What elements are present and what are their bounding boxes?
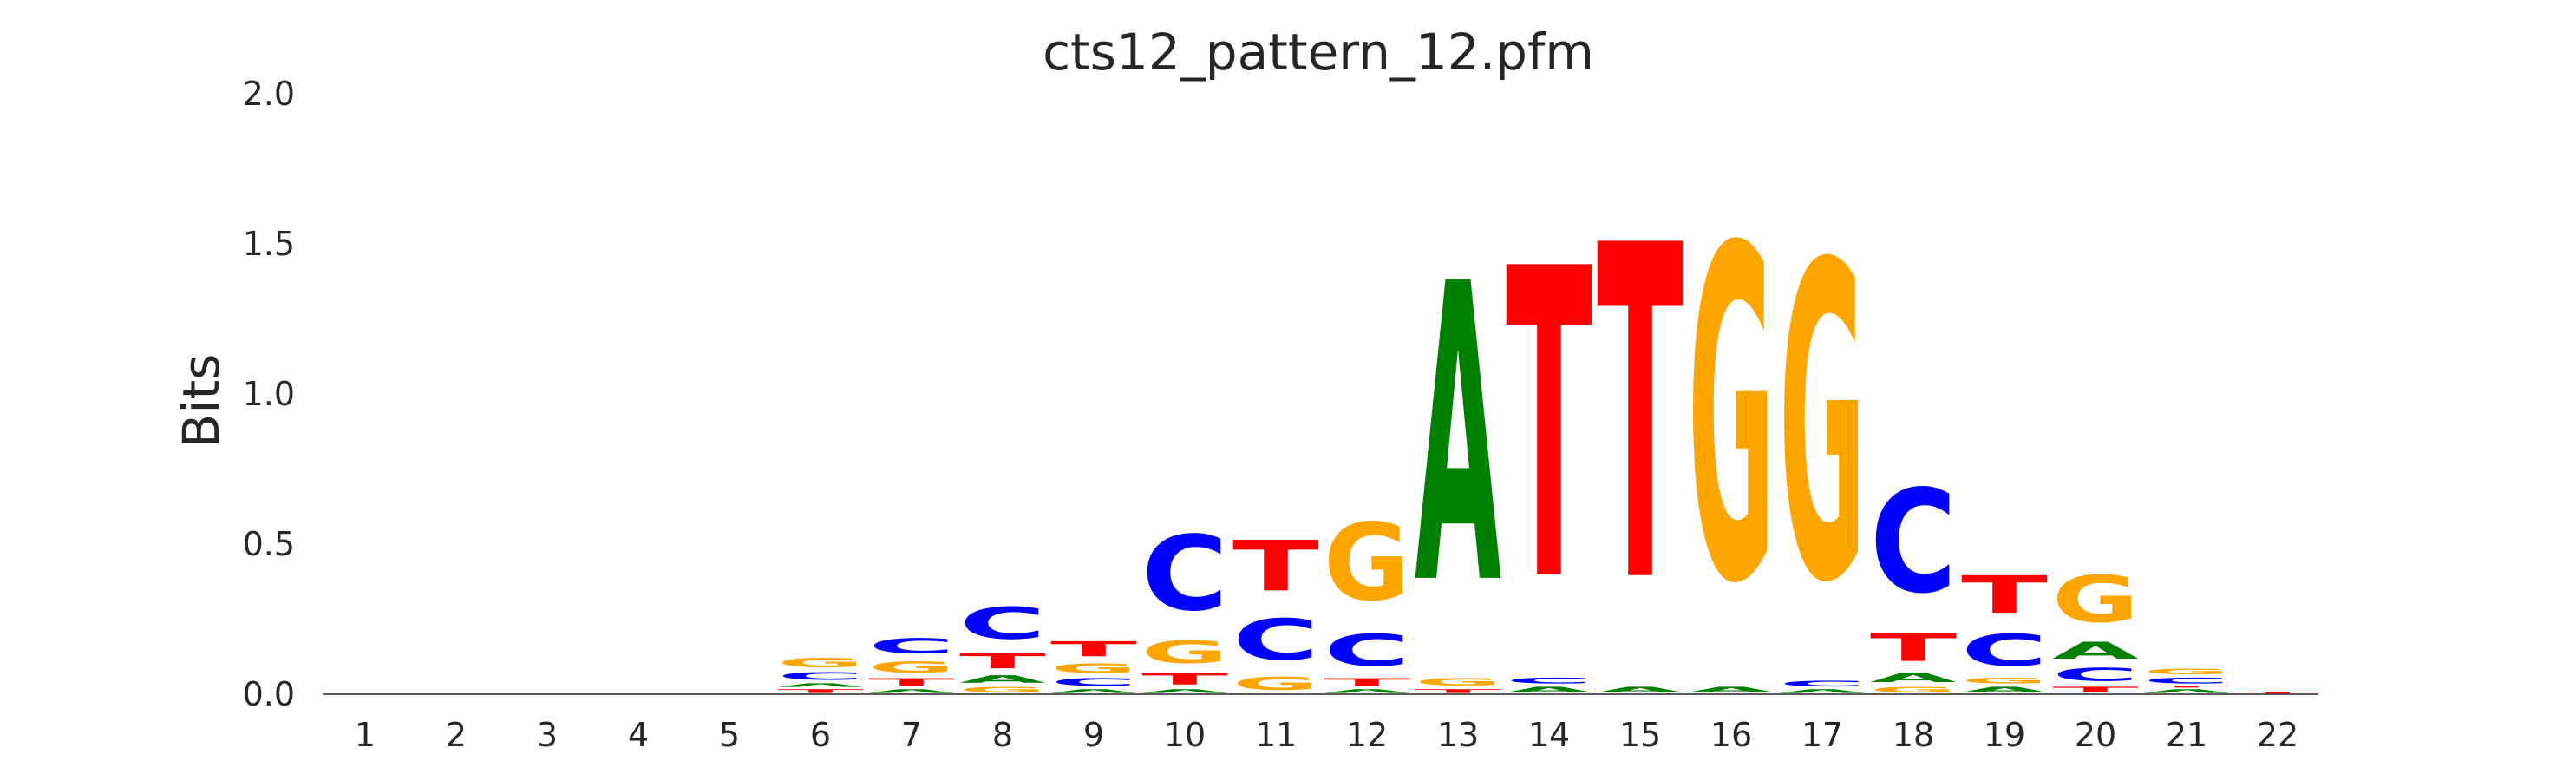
x-tick-label: 19: [1984, 716, 2025, 754]
logo-letter: G: [777, 655, 864, 670]
logo-letter: G: [868, 658, 955, 676]
logo-letter: C: [959, 599, 1046, 649]
logo-letter: A: [1961, 686, 2048, 694]
logo-letter: C: [1050, 676, 1137, 688]
y-tick-label: 1.0: [243, 375, 295, 413]
logo-letter: G: [1870, 686, 1957, 694]
x-tick-label: 10: [1164, 716, 1206, 754]
logo-letter: G: [1324, 502, 1410, 625]
logo-letter: C: [1961, 626, 2048, 676]
x-tick-label: 21: [2166, 716, 2207, 754]
logo-letter: A: [1324, 688, 1410, 694]
logo-letter: C: [2052, 664, 2139, 685]
x-tick-label: 13: [1437, 716, 1479, 754]
y-axis-label: Bits: [172, 354, 231, 449]
logo-letter: T: [2234, 692, 2321, 694]
y-tick-label: 0.5: [243, 525, 295, 563]
logo-letter: C: [1506, 676, 1592, 685]
logo-letter: G: [2143, 667, 2230, 676]
logo-letter: G: [1779, 174, 1866, 678]
logo-letter: C: [1870, 460, 1957, 625]
logo-letter: A: [868, 688, 955, 694]
logo-letter: T: [1415, 688, 1501, 694]
chart-title: cts12_pattern_12.pfm: [1043, 23, 1594, 82]
y-tick-label: 0.0: [243, 675, 295, 713]
logo-letter: C: [777, 670, 864, 682]
x-tick-label: 1: [355, 716, 376, 754]
logo-letter: C: [1141, 515, 1228, 634]
logo-letter: G: [959, 686, 1046, 694]
logo-letter: T: [1597, 151, 1684, 685]
x-axis-ticks: 1 2 3 4 5 6 7 8 9 10 11 12 13 14 15 16 17 18 19 20 21 22: [355, 716, 2298, 754]
x-tick-label: 17: [1801, 716, 1843, 754]
logo-letter: A: [1050, 688, 1137, 694]
logo-letter: T: [959, 649, 1047, 673]
logo-letter: T: [1232, 526, 1319, 607]
logo-letter: C: [868, 634, 955, 659]
logo-letter: A: [1141, 688, 1228, 694]
x-tick-label: 5: [719, 716, 740, 754]
y-tick-label: 1.5: [243, 225, 295, 263]
x-tick-label: 15: [1619, 716, 1661, 754]
logo-letter: T: [1961, 565, 2048, 625]
logo-letter: A: [1688, 686, 1775, 694]
x-tick-label: 9: [1083, 716, 1104, 754]
logo-letter: C: [1324, 626, 1410, 676]
x-tick-label: 3: [537, 716, 558, 754]
x-tick-label: 22: [2257, 716, 2298, 754]
logo-letter: A: [2143, 688, 2230, 694]
logo-letter: T: [868, 676, 955, 688]
logo-letter: A: [959, 673, 1046, 686]
logo-letter: T: [1506, 180, 1593, 675]
logo-letter: C: [1232, 607, 1319, 673]
logo-letter: C: [1779, 679, 1866, 688]
logo-letter: T: [1870, 625, 1957, 670]
logo-letter: G: [1141, 634, 1228, 670]
logo-letter: A: [1597, 686, 1684, 694]
logo-letter: A: [1506, 686, 1592, 694]
logo-letter: A: [1779, 688, 1866, 694]
logo-letter: G: [1688, 153, 1775, 684]
logo-letter: G: [2052, 561, 2139, 637]
logo-letter: G: [1415, 676, 1501, 688]
logo-letter: T: [1050, 637, 1138, 661]
x-tick-label: 12: [1346, 716, 1388, 754]
logo-letter: A: [2052, 637, 2139, 664]
x-tick-label: 6: [810, 716, 831, 754]
x-tick-label: 4: [628, 716, 649, 754]
logo-letter: A: [1870, 670, 1957, 685]
logo-letter: T: [1141, 670, 1228, 688]
x-tick-label: 2: [446, 716, 467, 754]
logo-letter: T: [2052, 686, 2139, 694]
logo-letter: G: [1961, 676, 2048, 685]
x-tick-label: 20: [2075, 716, 2116, 754]
logo-letter: G: [1050, 661, 1137, 676]
x-tick-label: 18: [1893, 716, 1934, 754]
x-tick-label: 14: [1528, 716, 1570, 754]
logo-letter: T: [1324, 676, 1410, 688]
x-tick-label: 8: [992, 716, 1013, 754]
x-tick-label: 7: [901, 716, 922, 754]
logo-letter: T: [2143, 686, 2230, 688]
logo-letter: C: [2143, 676, 2230, 685]
logo-letter: G: [1232, 673, 1319, 694]
logo-letter: T: [777, 688, 864, 694]
letter-stacks: TACGATGCGATCACGTATGCGCTATCGTGAACTATAGACG…: [777, 151, 2321, 695]
y-axis-ticks: 0.0 0.5 1.0 1.5 2.0: [243, 75, 295, 713]
x-tick-label: 11: [1255, 716, 1297, 754]
logo-letter: A: [1415, 198, 1502, 675]
logo-letter: A: [777, 682, 864, 688]
x-tick-label: 16: [1710, 716, 1752, 754]
y-tick-label: 2.0: [243, 75, 295, 113]
